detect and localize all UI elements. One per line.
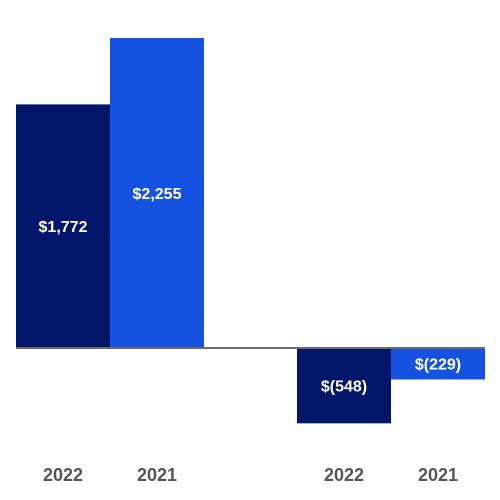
bar-2022-group1	[16, 104, 110, 349]
data-label: $(548)	[321, 379, 367, 396]
x-tick-label: 2022	[43, 465, 83, 485]
data-label: $2,255	[133, 186, 182, 203]
x-tick-label: 2021	[418, 465, 458, 485]
bars-group	[16, 38, 485, 424]
data-label: $1,772	[39, 219, 88, 236]
x-tick-label: 2021	[137, 465, 177, 485]
bar-2021-group2	[391, 348, 485, 380]
bar-2021-group1	[110, 38, 204, 348]
data-label: $(229)	[415, 357, 461, 374]
data-labels-group: $1,772 $2,255 $(548) $(229)	[39, 186, 462, 396]
x-tick-labels-group: 2022 2021 2022 2021	[43, 465, 458, 485]
x-tick-label: 2022	[324, 465, 364, 485]
bar-2022-group2	[297, 348, 391, 424]
